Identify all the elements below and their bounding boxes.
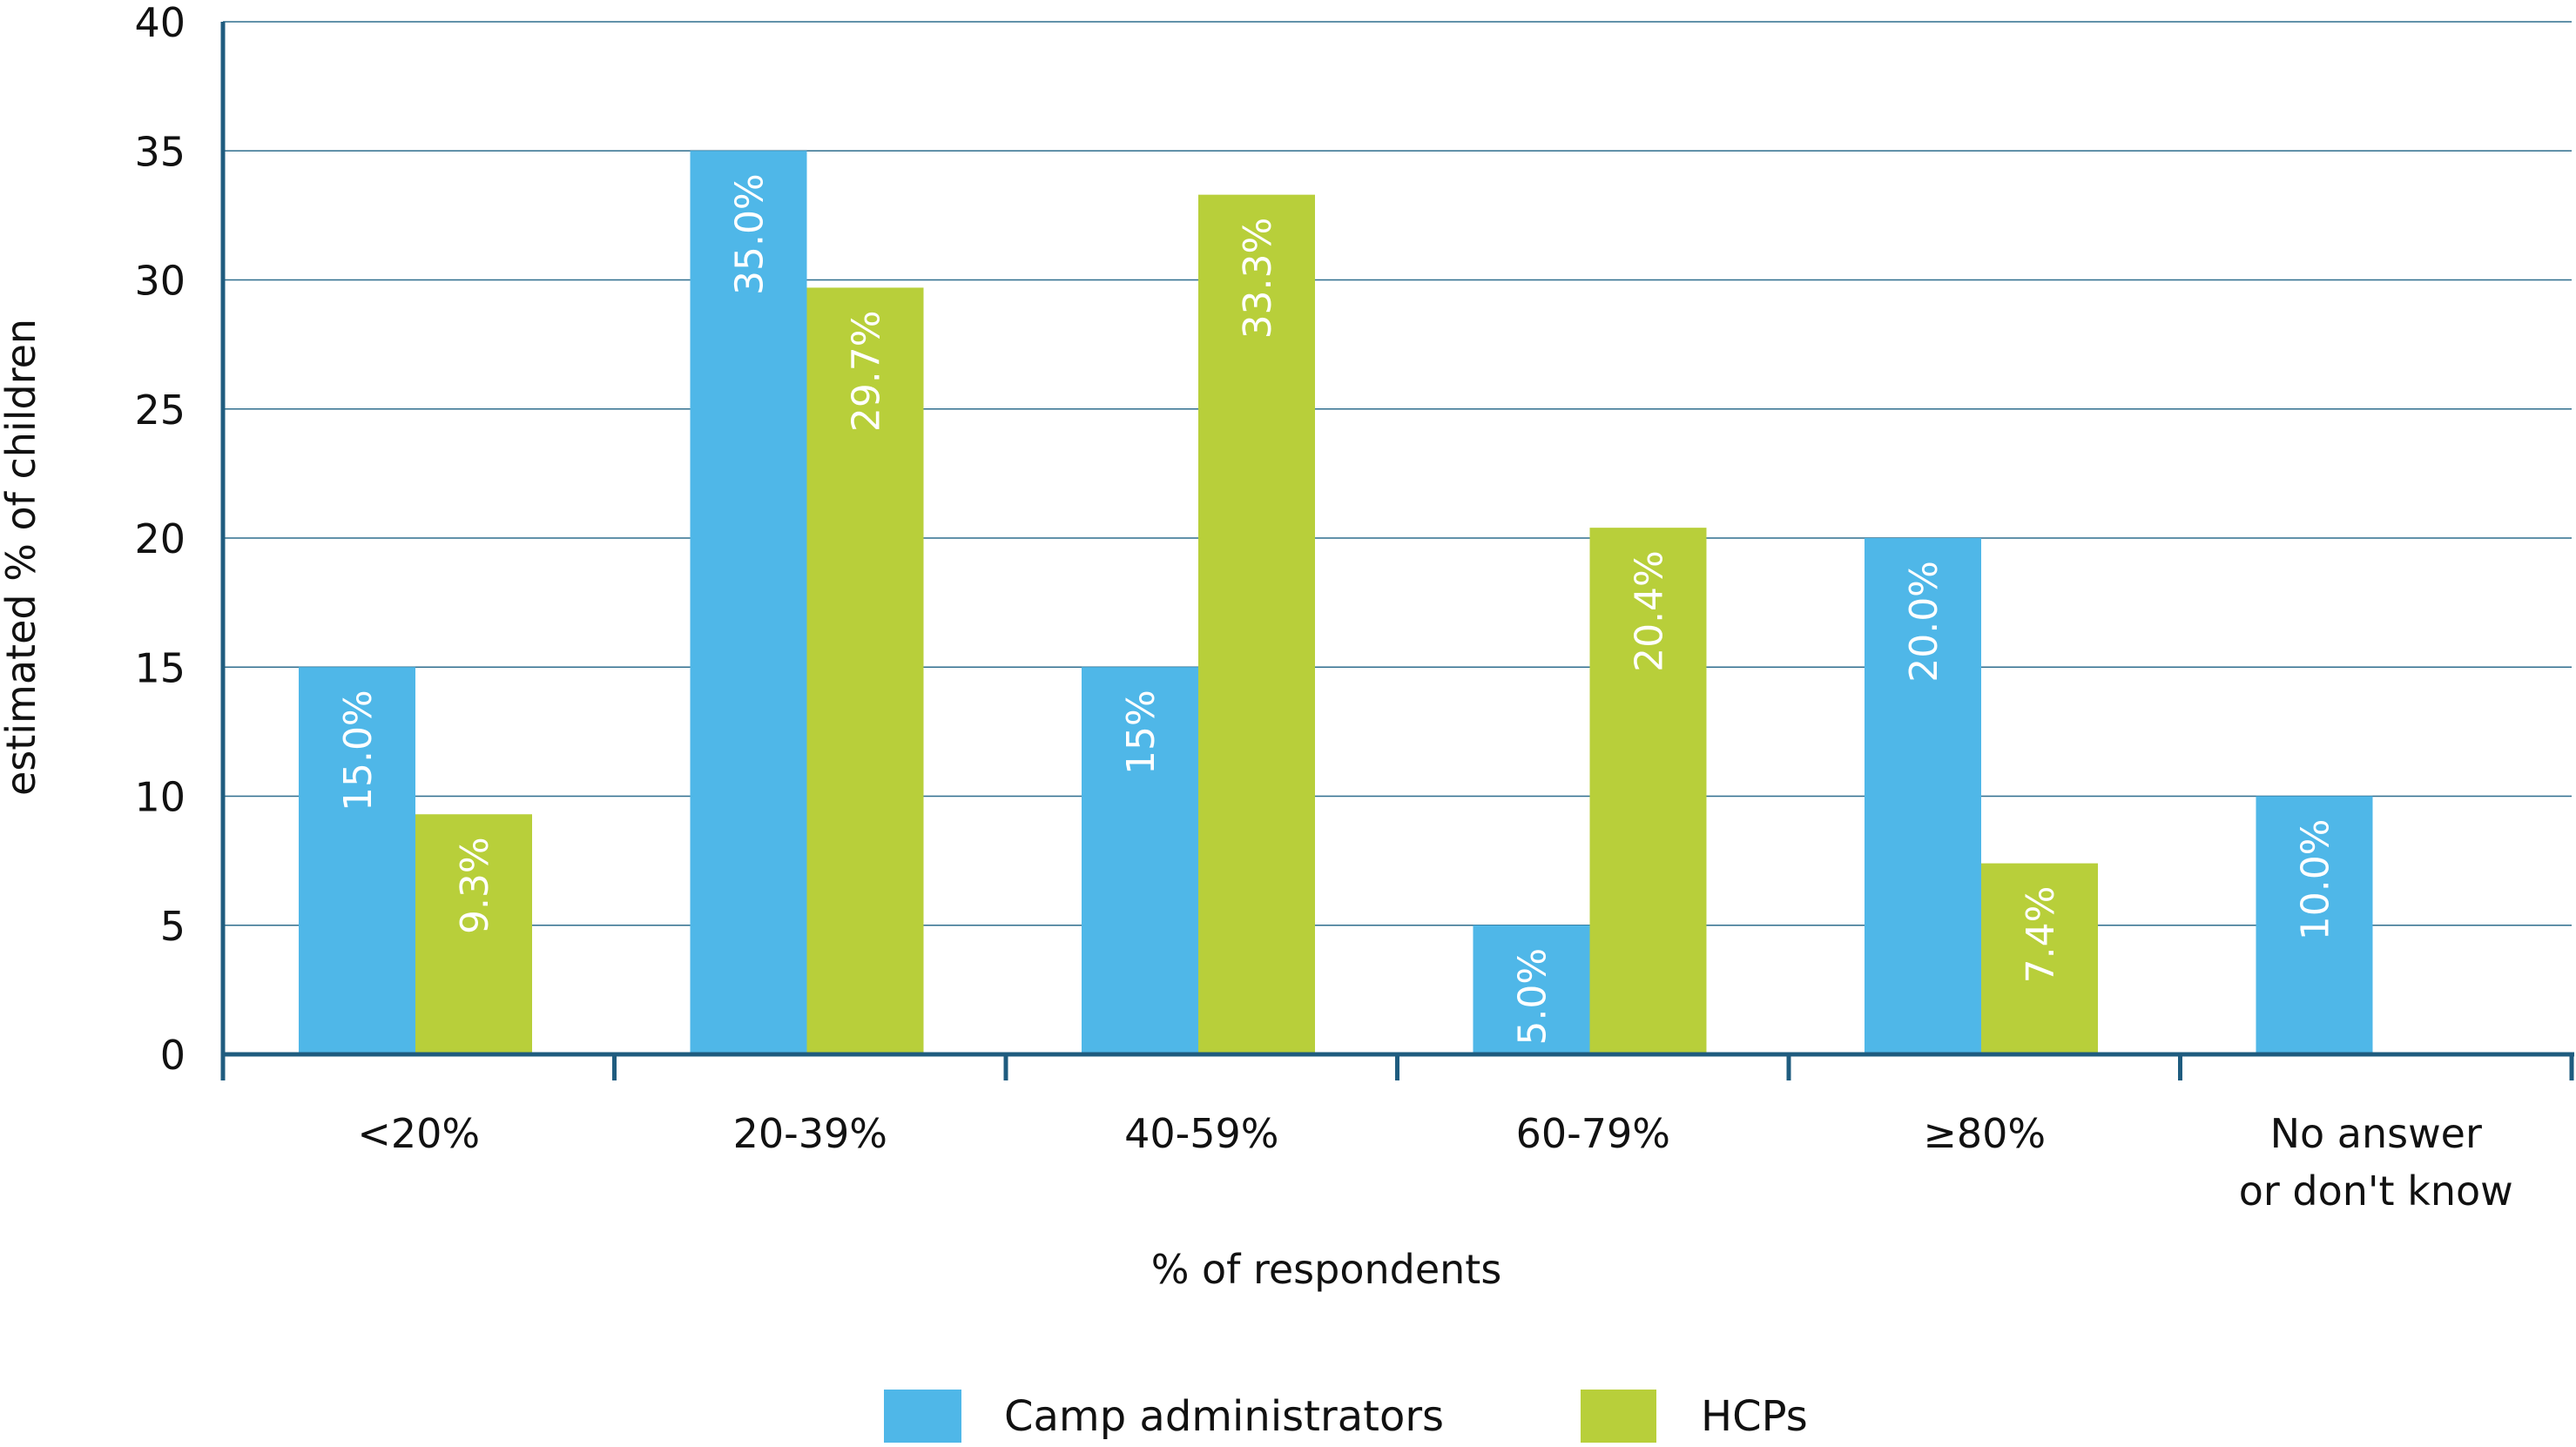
bar (415, 814, 532, 1054)
bar-data-label: 33.3% (1236, 218, 1280, 340)
bar-data-label: 20.0% (1902, 561, 1946, 683)
y-tick-label: 10 (134, 774, 185, 821)
bar-data-label: 15% (1119, 690, 1163, 775)
bar-data-label: 20.4% (1628, 550, 1672, 672)
bar-data-label: 5.0% (1511, 948, 1555, 1046)
x-axis-title: % of respondents (1151, 1246, 1502, 1293)
y-axis-title: estimated % of children (0, 319, 44, 796)
bar (2256, 796, 2373, 1054)
axes (220, 22, 2574, 1080)
bar (1981, 863, 2098, 1054)
bar (1198, 194, 1315, 1054)
bar (1865, 538, 1981, 1054)
bar (1473, 925, 1590, 1054)
y-tick-label: 40 (134, 0, 185, 46)
y-tick-label: 5 (160, 903, 185, 950)
x-tick-labels: <20% 20-39% 40-59% 60-79% ≥80% No answer or do… (357, 1110, 2512, 1215)
x-tick-label: 60-79% (1516, 1110, 1670, 1157)
legend-label-hcps: HCPs (1701, 1392, 1808, 1441)
bar (1589, 528, 1707, 1054)
bars: 15.0% 35.0% 15% 5.0% 20.0% 10.0% 9.3% 29.7% 33.3… (299, 151, 2373, 1054)
x-tick-label: <20% (357, 1110, 480, 1157)
bar-data-label: 15.0% (336, 690, 381, 811)
legend: Camp administrators HCPs (884, 1390, 1808, 1443)
legend-swatch-camp-administrators (884, 1390, 961, 1443)
y-tick-label: 35 (134, 128, 185, 175)
x-tick-label: No answer (2270, 1110, 2482, 1157)
bar (299, 667, 415, 1054)
bar-data-label: 10.0% (2294, 819, 2338, 941)
x-tick-label: ≥80% (1923, 1110, 2046, 1157)
y-tick-label: 25 (134, 387, 185, 434)
y-tick-labels: 0 5 10 15 20 25 30 35 40 (134, 0, 185, 1079)
x-tick-label: 20-39% (733, 1110, 887, 1157)
bar (1082, 667, 1198, 1054)
x-tick-label: or don't know (2239, 1168, 2513, 1215)
bar (806, 287, 924, 1054)
y-tick-label: 0 (160, 1032, 185, 1079)
y-tick-label: 15 (134, 644, 185, 691)
y-tick-label: 30 (134, 258, 185, 305)
bar-data-label: 29.7% (845, 310, 889, 432)
x-tick-label: 40-59% (1124, 1110, 1278, 1157)
bar-data-label: 9.3% (453, 837, 497, 934)
bar-data-label: 7.4% (2019, 886, 2063, 984)
legend-swatch-hcps (1581, 1390, 1656, 1443)
legend-label-camp-administrators: Camp administrators (1004, 1392, 1444, 1441)
bar-data-label: 35.0% (728, 173, 772, 295)
gridlines (223, 21, 2572, 926)
y-tick-label: 20 (134, 515, 185, 562)
bar (690, 151, 807, 1054)
